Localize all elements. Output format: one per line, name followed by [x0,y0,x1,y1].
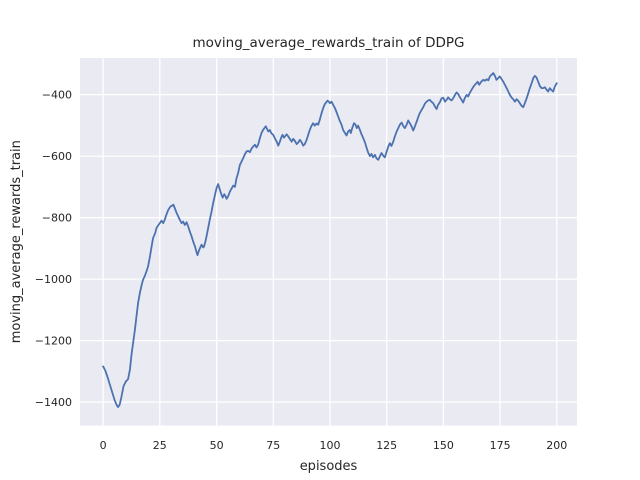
y-tick-label: −800 [42,212,72,225]
line-series [102,72,558,408]
x-axis-label: episodes [300,459,358,474]
x-tick-label: 0 [100,439,107,452]
x-tick-label: 150 [433,439,454,452]
x-tick-label: 100 [320,439,341,452]
chart-title: moving_average_rewards_train of DDPG [193,35,465,51]
x-tick-label: 75 [266,439,280,452]
y-tick-label: −1200 [35,335,72,348]
y-axis-label: moving_average_rewards_train [9,140,24,343]
gridlines [80,58,577,426]
x-tick-label: 175 [490,439,511,452]
y-tick-label: −400 [42,89,72,102]
y-tick-labels: −400 −600 −800 −1000 −1200 −1400 [35,89,72,410]
y-tick-label: −600 [42,150,72,163]
y-tick-label: −1400 [35,396,72,409]
x-tick-label: 125 [376,439,397,452]
plot-area [80,58,577,426]
x-tick-labels: 0 25 50 75 100 125 150 175 200 [100,439,568,452]
y-tick-label: −1000 [35,273,72,286]
x-tick-label: 200 [546,439,567,452]
x-tick-label: 25 [153,439,167,452]
x-tick-label: 50 [210,439,224,452]
